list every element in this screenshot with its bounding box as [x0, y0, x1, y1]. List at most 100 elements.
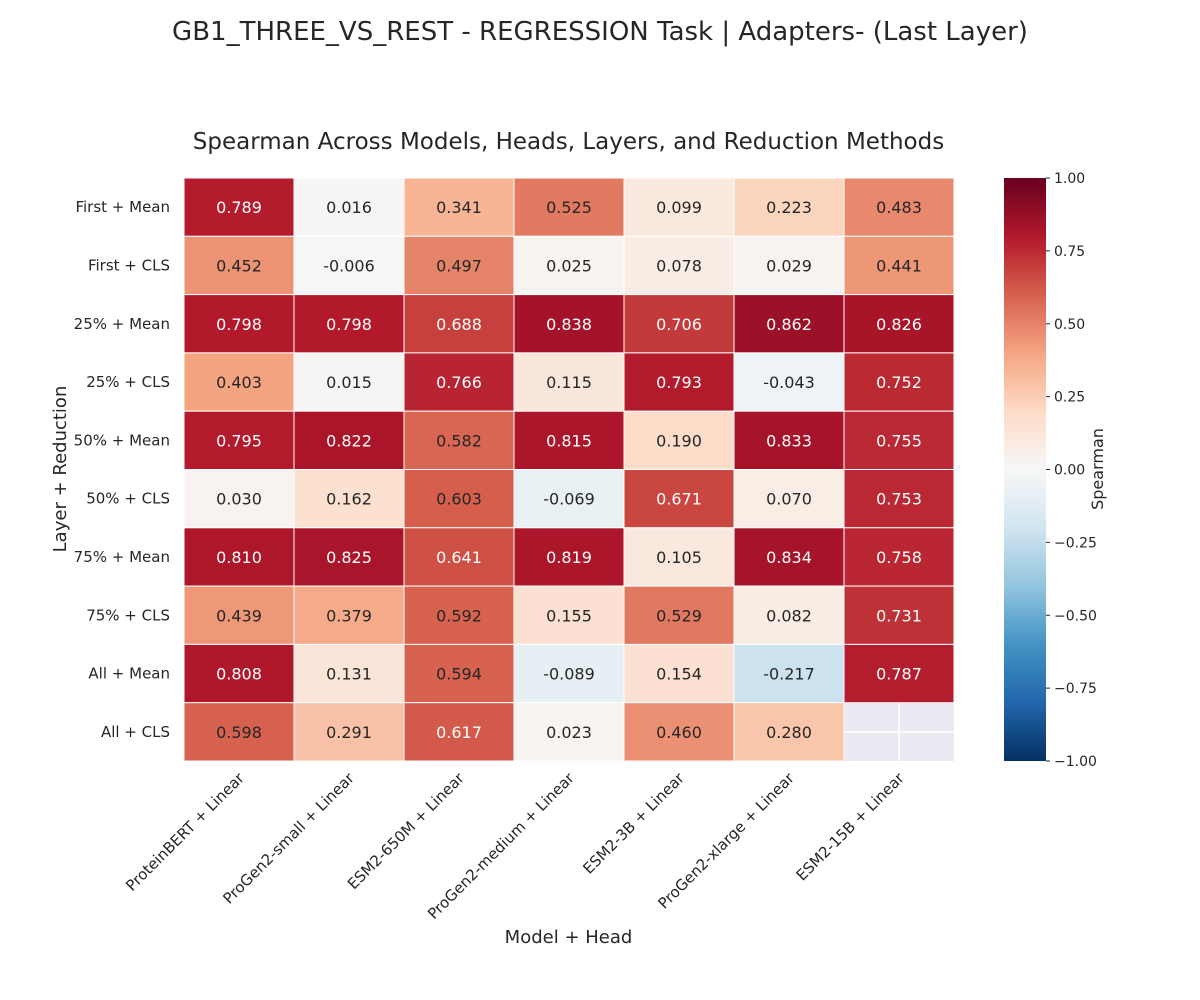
- colorbar-tick-label: 0.00: [1054, 463, 1085, 479]
- heatmap-cell-value: 0.154: [656, 665, 702, 684]
- heatmap-cell-value: 0.826: [876, 315, 922, 334]
- heatmap-cell-value: 0.808: [216, 665, 262, 684]
- colorbar-tick-label: 0.25: [1054, 390, 1085, 406]
- heatmap-cell: [293, 177, 405, 237]
- heatmap-cell-value: 0.452: [216, 256, 262, 275]
- heatmap-cell: [733, 702, 845, 762]
- heatmap-cell: [403, 527, 515, 587]
- heatmap-cell-value: 0.789: [216, 198, 262, 217]
- heatmap-cell-value: 0.706: [656, 315, 702, 334]
- heatmap-cell: [623, 177, 735, 237]
- y-tick-label: First + CLS: [88, 256, 170, 274]
- heatmap-cell-value: 0.029: [766, 256, 812, 275]
- heatmap-cell: [293, 469, 405, 529]
- x-tick-label: ESM2-15B + Linear: [793, 769, 909, 885]
- heatmap-cell-missing: [844, 702, 954, 761]
- heatmap-cell: [623, 527, 735, 587]
- heatmap-cell: [733, 527, 845, 587]
- heatmap-cell: [843, 294, 955, 354]
- heatmap-cell-value: 0.082: [766, 606, 812, 625]
- y-tick-label: All + Mean: [88, 665, 170, 683]
- heatmap-cell-value: 0.190: [656, 431, 702, 450]
- y-tick-label: 75% + CLS: [86, 606, 170, 624]
- y-tick-label: 25% + Mean: [74, 315, 170, 333]
- colorbar-tick-label: 0.75: [1054, 244, 1085, 260]
- colorbar-tick-label: −0.75: [1054, 681, 1097, 697]
- heatmap-cell-value: 0.525: [546, 198, 592, 217]
- heatmap-cell: [623, 235, 735, 296]
- heatmap-cell: [623, 294, 735, 354]
- heatmap-cell-value: 0.766: [436, 373, 482, 392]
- heatmap-cell: [843, 410, 955, 471]
- heatmap-cell-value: 0.641: [436, 548, 482, 567]
- heatmap-cell-value: 0.838: [546, 315, 592, 334]
- heatmap-cell-value: 0.439: [216, 606, 262, 625]
- colorbar-tick-label: 1.00: [1054, 171, 1085, 187]
- y-axis-label: Layer + Reduction: [50, 386, 71, 553]
- heatmap-cell: [733, 177, 845, 237]
- heatmap-cell-value: 0.070: [766, 490, 812, 509]
- heatmap-cell: [623, 469, 735, 529]
- heatmap-cell: [183, 352, 295, 412]
- heatmap-cell-value: 0.223: [766, 198, 812, 217]
- heatmap-cell: [183, 410, 295, 471]
- heatmap-cell-value: 0.592: [436, 606, 482, 625]
- heatmap-cell-value: 0.598: [216, 723, 262, 742]
- heatmap-cell: [623, 585, 735, 645]
- colorbar-tick-label: 0.50: [1054, 317, 1085, 333]
- heatmap-cell-value: 0.815: [546, 431, 592, 450]
- heatmap-cell-value: 0.582: [436, 431, 482, 450]
- colorbar: [1004, 178, 1046, 761]
- heatmap-cell: [513, 702, 625, 762]
- heatmap-cell-value: 0.688: [436, 315, 482, 334]
- x-tick-label: ESM2-650M + Linear: [344, 769, 468, 893]
- heatmap-cell-value: 0.155: [546, 606, 592, 625]
- heatmap-cell-value: 0.753: [876, 490, 922, 509]
- heatmap-cell-value: 0.162: [326, 490, 372, 509]
- heatmap-cell-value: 0.016: [326, 198, 372, 217]
- heatmap-cell: [403, 410, 515, 471]
- heatmap-cell-value: 0.594: [436, 665, 482, 684]
- heatmap-cell: [183, 469, 295, 529]
- y-tick-label: 50% + CLS: [86, 490, 170, 508]
- heatmap-cell: [293, 585, 405, 645]
- heatmap-cell: [183, 585, 295, 645]
- heatmap-cell: [403, 469, 515, 529]
- heatmap-cell-value: 0.529: [656, 606, 702, 625]
- heatmap-cell: [403, 294, 515, 354]
- y-tick-label: 75% + Mean: [74, 548, 170, 566]
- heatmap-cell-value: 0.403: [216, 373, 262, 392]
- heatmap-cell: [513, 352, 625, 412]
- heatmap-cell-value: 0.671: [656, 490, 702, 509]
- heatmap-cell-value: 0.025: [546, 256, 592, 275]
- heatmap-cell-value: 0.099: [656, 198, 702, 217]
- heatmap-cell-value: 0.825: [326, 548, 372, 567]
- heatmap-cell-value: 0.379: [326, 606, 372, 625]
- heatmap-cell-value: 0.798: [216, 315, 262, 334]
- heatmap-cell-value: 0.483: [876, 198, 922, 217]
- heatmap-cell-value: 0.105: [656, 548, 702, 567]
- heatmap-cell-value: 0.834: [766, 548, 812, 567]
- heatmap-cell-value: 0.755: [876, 431, 922, 450]
- y-tick-label: 50% + Mean: [74, 431, 170, 449]
- heatmap-cell: [843, 235, 955, 296]
- y-tick-label: First + Mean: [75, 198, 170, 216]
- heatmap-cell: [733, 352, 845, 412]
- heatmap-cell-value: 0.015: [326, 373, 372, 392]
- heatmap-cell: [183, 177, 295, 237]
- heatmap-cell-value: 0.030: [216, 490, 262, 509]
- x-tick-label: ProteinBERT + Linear: [122, 769, 248, 895]
- y-tick-label: All + CLS: [101, 723, 170, 741]
- x-tick-label: ESM2-3B + Linear: [579, 769, 688, 878]
- heatmap-cell-value: 0.115: [546, 373, 592, 392]
- heatmap-cell-value: 0.795: [216, 431, 262, 450]
- heatmap-cell-value: -0.043: [763, 373, 815, 392]
- heatmap-cell-value: 0.341: [436, 198, 482, 217]
- heatmap-cell: [843, 352, 955, 412]
- x-axis-label: Model + Head: [505, 927, 633, 948]
- heatmap-cell: [403, 235, 515, 296]
- figure-suptitle: GB1_THREE_VS_REST - REGRESSION Task | Ad…: [172, 17, 1028, 47]
- heatmap-cell-value: 0.833: [766, 431, 812, 450]
